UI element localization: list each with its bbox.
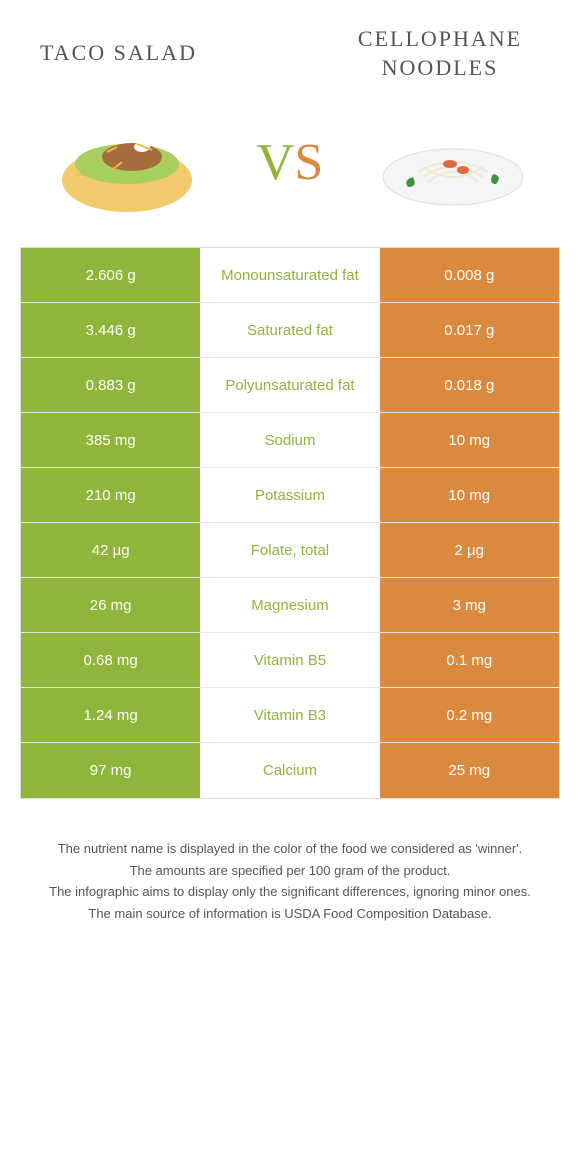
left-value: 2.606 g (21, 248, 200, 303)
table-row: 0.68 mgVitamin B50.1 mg (21, 633, 559, 688)
right-value: 10 mg (380, 413, 559, 468)
left-value: 97 mg (21, 743, 200, 798)
table-row: 1.24 mgVitamin B30.2 mg (21, 688, 559, 743)
right-value: 0.2 mg (380, 688, 559, 743)
right-food-title: CELLOPHANE NOODLES (340, 25, 540, 82)
right-value: 0.017 g (380, 303, 559, 358)
table-row: 3.446 gSaturated fat0.017 g (21, 303, 559, 358)
left-food-image (42, 102, 212, 222)
table-row: 210 mgPotassium10 mg (21, 468, 559, 523)
nutrient-label: Vitamin B5 (200, 633, 379, 688)
nutrient-label: Magnesium (200, 578, 379, 633)
table-row: 2.606 gMonounsaturated fat0.008 g (21, 248, 559, 303)
left-food-title: TACO SALAD (40, 39, 240, 68)
table-row: 42 µgFolate, total2 µg (21, 523, 559, 578)
footer-line: The amounts are specified per 100 gram o… (40, 861, 540, 881)
nutrient-label: Polyunsaturated fat (200, 358, 379, 413)
right-value: 3 mg (380, 578, 559, 633)
left-value: 26 mg (21, 578, 200, 633)
right-value: 0.008 g (380, 248, 559, 303)
vs-v: V (257, 134, 295, 191)
nutrient-label: Calcium (200, 743, 379, 798)
table-row: 0.883 gPolyunsaturated fat0.018 g (21, 358, 559, 413)
left-value: 385 mg (21, 413, 200, 468)
left-value: 0.883 g (21, 358, 200, 413)
table-row: 97 mgCalcium25 mg (21, 743, 559, 798)
right-value: 0.1 mg (380, 633, 559, 688)
table-row: 385 mgSodium10 mg (21, 413, 559, 468)
footer-line: The infographic aims to display only the… (40, 882, 540, 902)
nutrient-table: 2.606 gMonounsaturated fat0.008 g3.446 g… (20, 247, 560, 799)
right-value: 25 mg (380, 743, 559, 798)
right-value: 10 mg (380, 468, 559, 523)
left-value: 42 µg (21, 523, 200, 578)
nutrient-label: Saturated fat (200, 303, 379, 358)
footer-line: The nutrient name is displayed in the co… (40, 839, 540, 859)
nutrient-label: Folate, total (200, 523, 379, 578)
left-value: 0.68 mg (21, 633, 200, 688)
footer-notes: The nutrient name is displayed in the co… (0, 799, 580, 945)
left-value: 210 mg (21, 468, 200, 523)
left-value: 3.446 g (21, 303, 200, 358)
left-value: 1.24 mg (21, 688, 200, 743)
nutrient-label: Sodium (200, 413, 379, 468)
images-row: VS (0, 92, 580, 247)
header-titles: TACO SALAD CELLOPHANE NOODLES (0, 0, 580, 92)
footer-line: The main source of information is USDA F… (40, 904, 540, 924)
nutrient-label: Monounsaturated fat (200, 248, 379, 303)
nutrient-label: Vitamin B3 (200, 688, 379, 743)
nutrient-label: Potassium (200, 468, 379, 523)
right-value: 0.018 g (380, 358, 559, 413)
right-value: 2 µg (380, 523, 559, 578)
table-row: 26 mgMagnesium3 mg (21, 578, 559, 633)
vs-label: VS (257, 133, 323, 192)
right-food-image (368, 102, 538, 222)
vs-s: S (294, 134, 323, 191)
